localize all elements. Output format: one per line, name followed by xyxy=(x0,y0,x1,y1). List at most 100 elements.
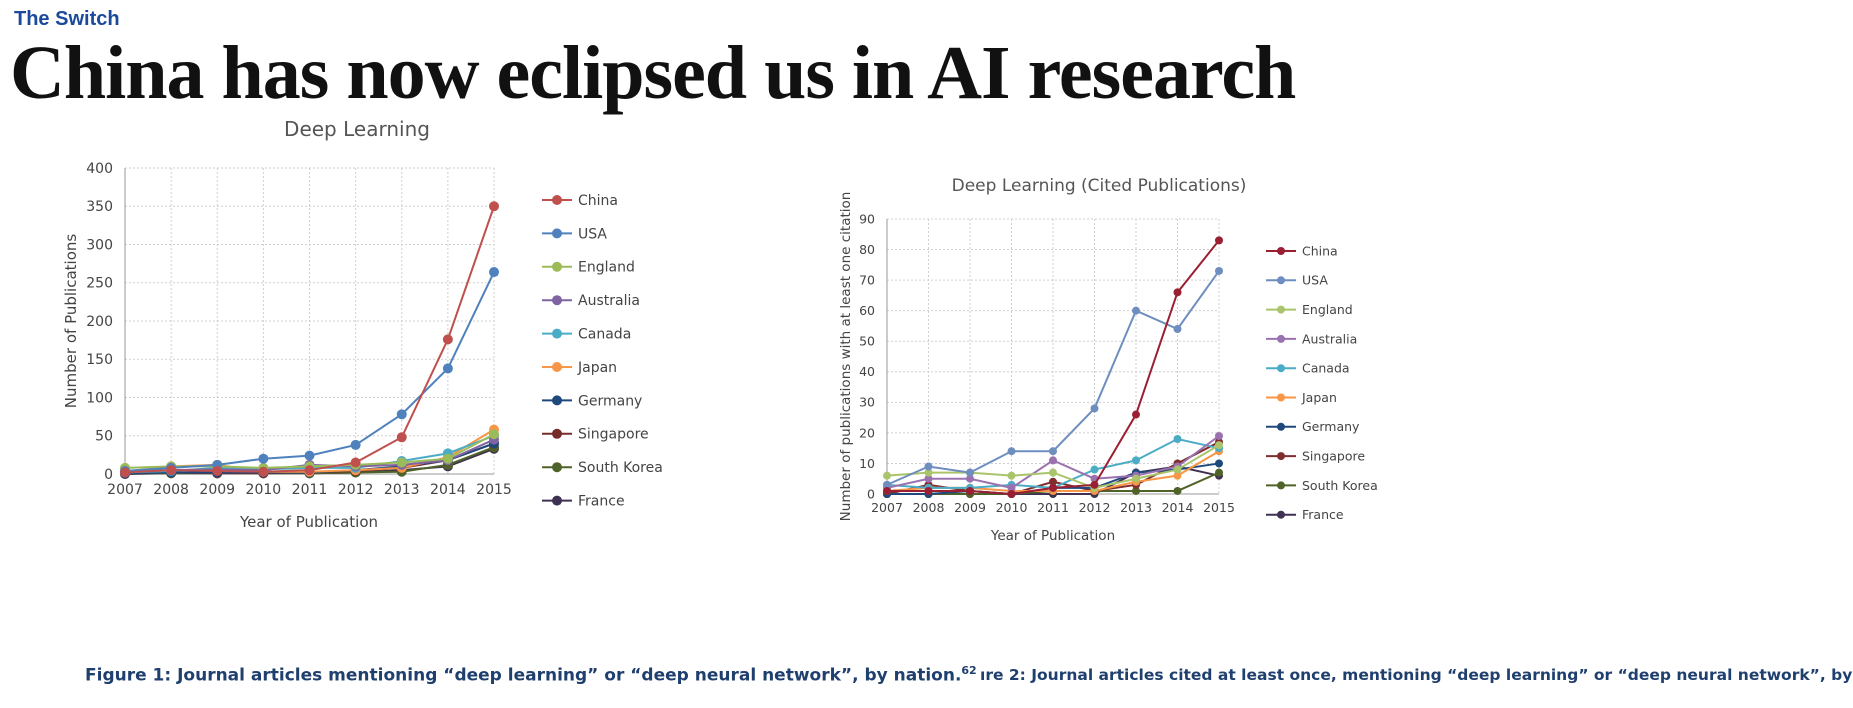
data-point xyxy=(1007,447,1016,456)
data-point xyxy=(350,457,361,468)
y-tick-label: 0 xyxy=(867,486,875,501)
legend-swatch-marker xyxy=(552,261,562,272)
legend-swatch-marker xyxy=(552,295,562,306)
figure-1-caption-text: Figure 1: Journal articles mentioning “d… xyxy=(85,665,962,686)
x-tick-label: 2010 xyxy=(996,500,1028,515)
x-tick-label: 2015 xyxy=(476,482,512,498)
y-tick-label: 30 xyxy=(859,395,875,410)
x-axis-label: Year of Publication xyxy=(239,513,378,531)
figure-1-ref: 62 xyxy=(961,664,977,677)
legend-label: Singapore xyxy=(1302,448,1365,463)
chart-2: Deep Learning (Cited Publications) 0 10 20 3… xyxy=(838,176,1378,544)
data-point xyxy=(1049,483,1057,492)
data-point xyxy=(1173,471,1182,480)
legend-label: Canada xyxy=(578,327,631,343)
page-title: China has now eclipsed us in AI research xyxy=(10,31,1296,115)
legend-swatch-marker xyxy=(1277,481,1285,490)
legend-swatch-marker xyxy=(552,362,562,372)
x-tick-label: 2007 xyxy=(871,500,903,515)
figure-2-caption-text: ıre 2: Journal articles cited at least o… xyxy=(980,666,1853,685)
data-point xyxy=(1049,477,1057,486)
legend-swatch-marker xyxy=(552,228,562,239)
y-tick-label: 50 xyxy=(859,334,875,349)
chart-title: Deep Learning (Cited Publications) xyxy=(952,176,1247,196)
x-tick-label: 2008 xyxy=(913,500,945,515)
y-tick-label: 70 xyxy=(859,272,875,287)
data-point xyxy=(442,453,453,464)
legend-label: Canada xyxy=(1302,361,1350,376)
legend-label: Australia xyxy=(578,293,640,309)
legend-swatch-marker xyxy=(552,195,562,205)
data-point xyxy=(258,466,269,477)
data-point xyxy=(1215,431,1223,440)
x-tick-label: 2013 xyxy=(1120,500,1152,515)
legend-swatch-marker xyxy=(1277,247,1285,255)
data-point xyxy=(396,432,407,443)
x-tick-label: 2012 xyxy=(1079,500,1111,515)
data-point xyxy=(1215,441,1223,450)
x-tick-label: 2009 xyxy=(199,482,235,498)
data-point xyxy=(883,486,891,495)
x-tick-label: 2014 xyxy=(430,482,466,498)
data-point xyxy=(966,486,974,495)
legend-swatch-marker xyxy=(1277,364,1285,373)
legend-swatch-marker xyxy=(552,395,562,406)
legend-swatch-marker xyxy=(1277,334,1285,343)
y-tick-label: 90 xyxy=(859,211,875,226)
legend-label: China xyxy=(1302,243,1338,258)
legend-swatch-marker xyxy=(1277,305,1285,314)
x-tick-label: 2011 xyxy=(1037,500,1069,515)
data-point xyxy=(304,465,315,476)
data-point xyxy=(883,471,891,480)
data-point xyxy=(1173,288,1182,297)
series-china xyxy=(120,201,499,478)
legend-label: France xyxy=(1302,507,1344,522)
legend-label: USA xyxy=(578,226,607,242)
legend-label: Japan xyxy=(577,360,617,376)
data-point xyxy=(1090,480,1099,489)
data-point xyxy=(924,468,933,477)
x-axis-label: Year of Publication xyxy=(990,528,1115,544)
data-point xyxy=(1173,325,1182,333)
data-point xyxy=(966,468,974,477)
data-point xyxy=(1215,266,1223,275)
data-point xyxy=(1215,468,1223,477)
x-tick-label: 2008 xyxy=(153,482,189,498)
data-point xyxy=(1215,236,1223,245)
y-tick-label: 400 xyxy=(86,161,113,177)
y-tick-label: 60 xyxy=(859,303,875,318)
data-point xyxy=(489,267,499,278)
data-point xyxy=(1090,465,1099,474)
legend-label: Germany xyxy=(1302,419,1360,434)
chart-1: Deep Learning 0 50 100 150 200 250 300 350 400 200… xyxy=(62,117,663,531)
y-tick-label: 350 xyxy=(86,199,113,215)
x-tick-label: 2011 xyxy=(292,482,328,498)
legend: China USA England Australia Canada Japan Germa… xyxy=(542,193,663,510)
data-point xyxy=(1049,456,1057,465)
data-point xyxy=(1173,435,1182,443)
data-point xyxy=(396,457,407,468)
chart-title: Deep Learning xyxy=(284,117,430,141)
data-point xyxy=(442,363,453,374)
x-tick-label: 2010 xyxy=(246,482,282,498)
x-tick-label: 2012 xyxy=(338,482,374,498)
legend: China USA England Australia Canada Japan Germa… xyxy=(1266,243,1378,522)
x-tick-label: 2014 xyxy=(1162,500,1194,515)
y-tick-label: 80 xyxy=(859,242,875,257)
legend-label: South Korea xyxy=(1302,478,1378,493)
data-point xyxy=(1132,456,1140,465)
data-point xyxy=(304,450,315,461)
data-point xyxy=(1007,490,1016,498)
y-tick-label: 150 xyxy=(86,352,113,368)
y-tick-label: 0 xyxy=(104,467,113,483)
legend-label: Germany xyxy=(578,393,642,409)
section-label[interactable]: The Switch xyxy=(14,8,120,30)
data-point xyxy=(1132,306,1140,315)
data-point xyxy=(396,409,407,420)
legend-label: China xyxy=(578,193,618,209)
legend-label: USA xyxy=(1302,273,1328,288)
legend-swatch-marker xyxy=(552,328,562,339)
legend-label: Australia xyxy=(1302,331,1357,346)
legend-swatch-marker xyxy=(552,428,562,439)
legend-swatch-marker xyxy=(1277,422,1285,431)
